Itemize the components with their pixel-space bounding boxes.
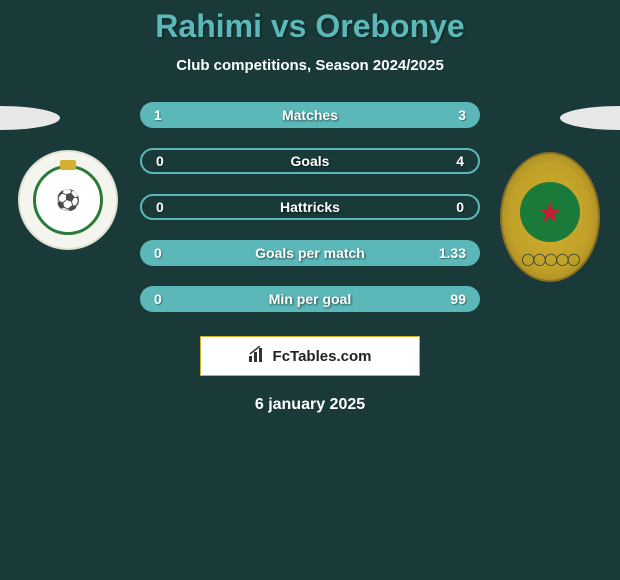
stat-label: Goals per match: [255, 245, 365, 261]
chart-icon: [249, 346, 267, 367]
stat-left-value: 0: [154, 291, 162, 307]
brand-box: FcTables.com: [200, 336, 420, 376]
stat-row-hattricks: 0 Hattricks 0: [140, 194, 480, 220]
stat-label: Min per goal: [269, 291, 351, 307]
stat-row-goals: 0 Goals 4: [140, 148, 480, 174]
olympic-rings-icon: ◯◯◯◯◯: [521, 252, 578, 266]
stat-label: Matches: [282, 107, 338, 123]
shadow-ellipse-right: [560, 106, 620, 130]
stat-label: Hattricks: [280, 199, 340, 215]
stats-container: 1 Matches 3 0 Goals 4 0 Hattricks 0 0 Go…: [140, 102, 480, 312]
page-subtitle: Club competitions, Season 2024/2025: [0, 57, 620, 74]
stat-left-value: 0: [154, 245, 162, 261]
stat-right-value: 4: [456, 153, 464, 169]
stat-right-value: 1.33: [439, 245, 466, 261]
club-badge-left: ⚽: [18, 150, 118, 250]
stat-right-value: 99: [450, 291, 466, 307]
stat-right-value: 0: [456, 199, 464, 215]
stat-left-value: 0: [156, 199, 164, 215]
page-title: Rahimi vs Orebonye: [0, 8, 620, 45]
stat-left-value: 1: [154, 107, 162, 123]
shadow-ellipse-left: [0, 106, 60, 130]
club-emblem-left-icon: ⚽: [56, 188, 81, 213]
stat-row-matches: 1 Matches 3: [140, 102, 480, 128]
club-emblem-right-icon: ★: [537, 196, 562, 229]
stat-left-value: 0: [156, 153, 164, 169]
stat-right-value: 3: [458, 107, 466, 123]
brand-name: FcTables.com: [273, 348, 372, 365]
stat-row-goals-per-match: 0 Goals per match 1.33: [140, 240, 480, 266]
stat-label: Goals: [291, 153, 330, 169]
stat-row-min-per-goal: 0 Min per goal 99: [140, 286, 480, 312]
date-label: 6 january 2025: [0, 396, 620, 414]
club-badge-right: ★ ◯◯◯◯◯: [500, 152, 600, 282]
